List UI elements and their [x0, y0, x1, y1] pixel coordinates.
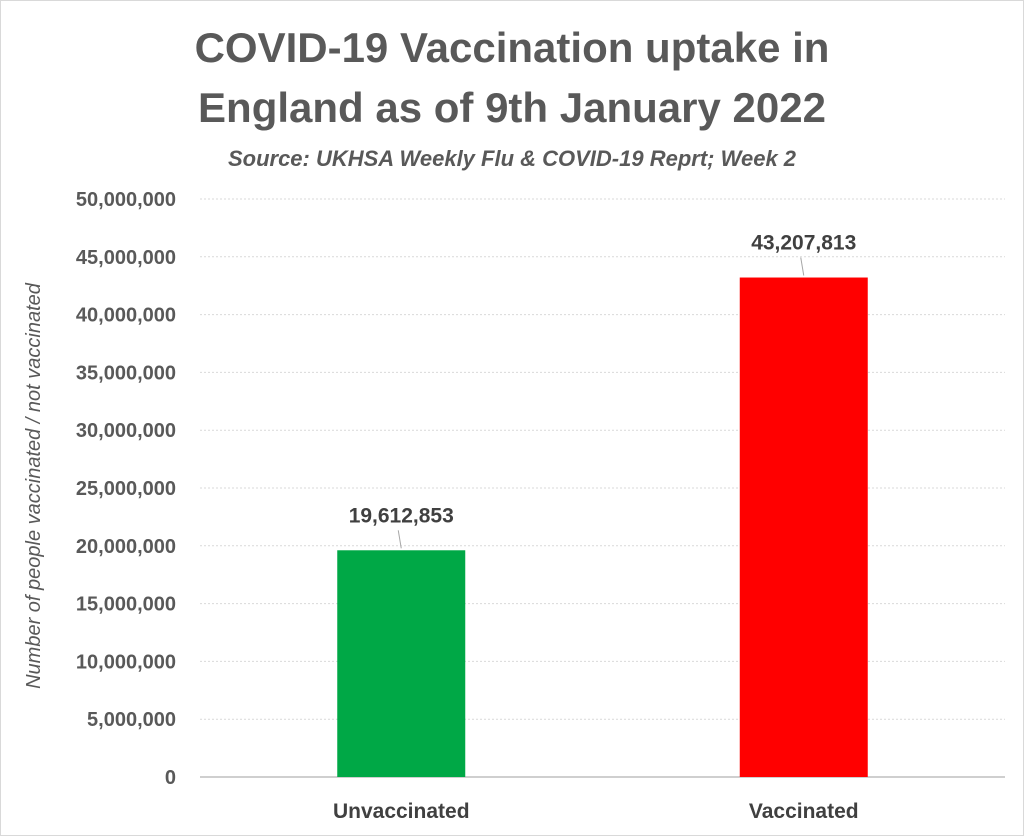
- category-label-vaccinated: Vaccinated: [749, 800, 859, 823]
- y-axis-title: Number of people vaccinated / not vaccin…: [23, 282, 45, 689]
- y-tick-label: 5,000,000: [87, 709, 176, 731]
- y-tick-label: 10,000,000: [76, 651, 176, 673]
- y-tick-label: 15,000,000: [76, 594, 176, 616]
- bar-unvaccinated: [337, 550, 466, 777]
- x-axis-categories: Unvaccinated Vaccinated: [333, 800, 859, 823]
- data-labels: 19,612,853 43,207,813: [349, 232, 856, 549]
- y-tick-label: 20,000,000: [76, 536, 176, 558]
- y-tick-label: 30,000,000: [76, 420, 176, 442]
- chart-title-line-1: COVID-19 Vaccination uptake in: [195, 24, 830, 71]
- bars: [337, 277, 868, 777]
- bar-vaccinated: [739, 277, 868, 777]
- y-tick-label: 45,000,000: [76, 247, 176, 269]
- y-axis-ticks: 0 5,000,000 10,000,000 15,000,000 20,000,000…: [76, 189, 176, 789]
- data-label-vaccinated: 43,207,813: [751, 232, 856, 255]
- gridlines: [200, 198, 1005, 778]
- y-tick-label: 40,000,000: [76, 305, 176, 327]
- chart-subtitle: Source: UKHSA Weekly Flu & COVID-19 Repr…: [228, 146, 797, 171]
- y-tick-label: 25,000,000: [76, 478, 176, 500]
- y-tick-label: 0: [165, 767, 176, 789]
- y-tick-label: 35,000,000: [76, 362, 176, 384]
- data-label-leader: [397, 530, 402, 549]
- chart-title-line-2: England as of 9th January 2022: [198, 84, 826, 131]
- data-label-leader: [800, 257, 805, 276]
- data-label-unvaccinated: 19,612,853: [349, 504, 454, 527]
- category-label-unvaccinated: Unvaccinated: [333, 800, 470, 823]
- y-tick-label: 50,000,000: [76, 189, 176, 211]
